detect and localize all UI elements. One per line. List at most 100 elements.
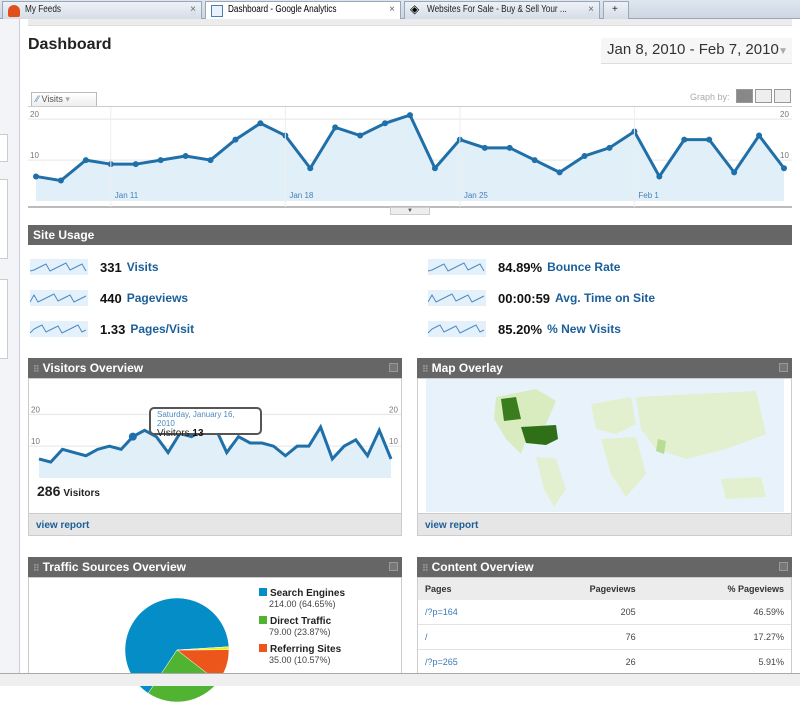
page-link[interactable]: /?p=164 — [425, 607, 458, 617]
area-fill — [39, 427, 391, 478]
data-point[interactable] — [481, 144, 488, 151]
chevron-down-icon: ▼ — [778, 46, 788, 57]
graph-by-label: Graph by: — [690, 92, 730, 102]
drag-handle-icon[interactable]: ⠿ — [33, 563, 40, 573]
drag-handle-icon[interactable]: ⠿ — [33, 364, 40, 374]
minimize-icon[interactable] — [389, 363, 398, 372]
graph-by-day-button[interactable] — [736, 89, 753, 103]
metric--new-visits: 85.20% % New Visits — [428, 319, 621, 339]
graph-by-week-button[interactable] — [755, 89, 772, 103]
metric-link[interactable]: Pageviews — [126, 291, 189, 305]
y-tick-label-right: 20 — [389, 405, 398, 414]
data-point[interactable] — [681, 136, 688, 143]
data-point[interactable] — [132, 161, 139, 168]
close-tab-icon[interactable]: × — [389, 4, 395, 15]
metric-avg-time-on-site: 00:00:59 Avg. Time on Site — [428, 288, 655, 308]
y-tick-label-right: 10 — [389, 437, 398, 446]
data-point[interactable] — [781, 165, 787, 172]
data-point[interactable] — [606, 144, 613, 151]
data-point[interactable] — [307, 165, 314, 172]
drag-handle-icon[interactable]: ⠿ — [422, 563, 429, 573]
metric-selector-button[interactable]: ⁄⁄ Visits ▾ — [31, 92, 97, 106]
expand-chart-button[interactable]: ▼ — [390, 207, 430, 215]
sidebar-panel — [0, 134, 8, 162]
visits-chart-svg: 10 10 20 20 Jan 11 Jan 18 Jan 25 Feb 1 — [28, 107, 792, 207]
pie-slice[interactable] — [176, 646, 230, 651]
data-point[interactable] — [57, 177, 64, 184]
page-link[interactable]: /?p=265 — [425, 657, 458, 667]
legend-item: Direct Traffic 79.00 (23.87%) — [259, 616, 331, 637]
table-row: /?p=164 205 46.59% — [418, 600, 791, 625]
new-tab-button[interactable]: + — [603, 1, 629, 19]
close-tab-icon[interactable]: × — [190, 4, 196, 15]
drag-handle-icon[interactable]: ⠿ — [422, 364, 429, 374]
data-point[interactable] — [357, 132, 364, 139]
browser-tab-bar: My Feeds × Dashboard - Google Analytics × … — [0, 0, 800, 20]
site-usage-header: Site Usage — [28, 225, 792, 245]
legend-swatch — [259, 644, 267, 652]
date-range-picker[interactable]: Jan 8, 2010 - Feb 7, 2010 ▼ — [601, 38, 792, 64]
world-map[interactable] — [426, 379, 784, 512]
metric-link[interactable]: Avg. Time on Site — [555, 291, 656, 305]
traffic-sources-panel: Search Engines 214.00 (64.65%) Direct Traf… — [28, 577, 402, 703]
close-tab-icon[interactable]: × — [588, 4, 594, 15]
data-point[interactable] — [33, 173, 39, 180]
metric-value: 1.33 — [100, 321, 126, 337]
analytics-icon — [211, 5, 223, 17]
tab-my-feeds[interactable]: My Feeds × — [2, 1, 202, 19]
tab-websites-for-sale[interactable]: ◈ Websites For Sale - Buy & Sell Your ...… — [404, 1, 600, 19]
sparkline-icon — [30, 259, 88, 275]
view-report-link[interactable]: view report — [36, 520, 90, 531]
data-point[interactable] — [581, 153, 588, 159]
map-footer: view report — [418, 513, 791, 535]
chart-tooltip: Saturday, January 16, 2010 Visitors 13 — [149, 407, 262, 439]
data-point[interactable] — [182, 153, 189, 159]
minimize-icon[interactable] — [779, 363, 788, 372]
map-overlay-panel: view report — [417, 378, 792, 536]
data-point[interactable] — [157, 157, 164, 164]
data-point[interactable] — [407, 112, 413, 119]
metric-link[interactable]: Bounce Rate — [547, 260, 621, 274]
sparkline-icon — [428, 321, 486, 337]
data-point[interactable] — [431, 165, 438, 172]
data-point[interactable] — [731, 169, 738, 176]
page-title: Dashboard — [28, 36, 112, 53]
content-overview-header: ⠿ Content Overview — [417, 557, 792, 577]
metric-link[interactable]: % New Visits — [547, 322, 621, 336]
sparkline-icon — [30, 290, 88, 306]
metric-pages-visit: 1.33 Pages/Visit — [30, 319, 194, 339]
data-point[interactable] — [232, 136, 239, 143]
data-point[interactable] — [706, 136, 713, 143]
graph-by-month-button[interactable] — [774, 89, 791, 103]
minimize-icon[interactable] — [389, 562, 398, 571]
legend-swatch — [259, 616, 267, 624]
data-point[interactable] — [656, 173, 663, 180]
data-point[interactable] — [382, 120, 389, 127]
tab-dashboard[interactable]: Dashboard - Google Analytics × — [205, 1, 401, 20]
page-link[interactable]: / — [425, 632, 428, 642]
data-point[interactable] — [506, 144, 513, 151]
highlighted-point[interactable] — [128, 432, 137, 441]
y-tick-label-right: 10 — [780, 151, 789, 160]
data-point[interactable] — [207, 157, 214, 164]
data-point[interactable] — [82, 157, 89, 164]
sidebar-panel — [0, 179, 8, 259]
metric-link[interactable]: Visits — [126, 260, 159, 274]
minimize-icon[interactable] — [779, 562, 788, 571]
data-point[interactable] — [531, 157, 538, 164]
data-point[interactable] — [756, 132, 763, 139]
metric-link[interactable]: Pages/Visit — [130, 322, 195, 336]
pie-slice[interactable] — [124, 597, 230, 694]
feed-icon — [8, 5, 20, 17]
metric-bounce-rate: 84.89% Bounce Rate — [428, 257, 620, 277]
sidebar-panel — [0, 279, 8, 359]
data-point[interactable] — [257, 120, 264, 127]
x-tick-label: Jan 18 — [289, 191, 314, 200]
data-point[interactable] — [332, 124, 339, 131]
map-overlay-header: ⠿ Map Overlay — [417, 358, 792, 378]
top-toolbar-strip — [28, 19, 792, 26]
view-report-link[interactable]: view report — [425, 520, 479, 531]
sparkline-icon — [30, 321, 88, 337]
y-tick-label-right: 20 — [780, 110, 789, 119]
data-point[interactable] — [556, 169, 563, 176]
